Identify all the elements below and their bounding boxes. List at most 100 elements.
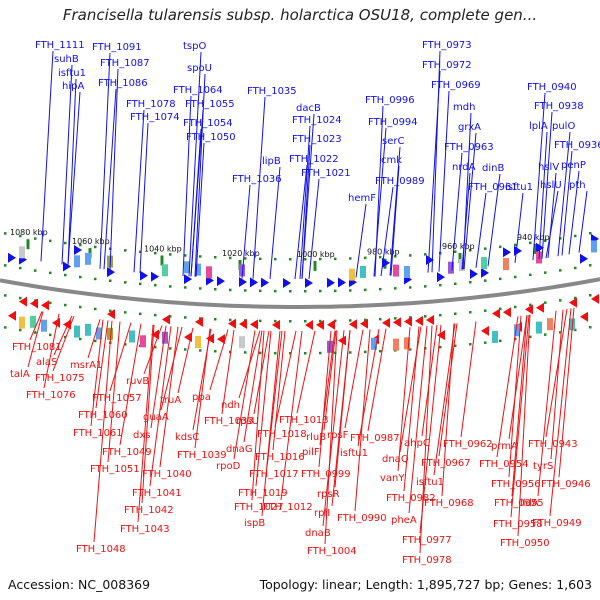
forward-gene-arrow[interactable] bbox=[305, 277, 313, 288]
reverse-gene-label[interactable]: prmA bbox=[491, 441, 518, 452]
forward-gene-label[interactable]: FTH_0940 bbox=[527, 82, 577, 93]
reverse-gene-arrow[interactable] bbox=[536, 302, 544, 313]
reverse-gene-arrow[interactable] bbox=[41, 300, 49, 311]
forward-gene-label[interactable]: FTH_0936 bbox=[554, 140, 600, 151]
forward-gene-label[interactable]: dinB bbox=[482, 163, 504, 174]
reverse-gene-label[interactable]: FTH_0982 bbox=[386, 493, 436, 504]
forward-gene-label[interactable]: nrdA bbox=[452, 162, 476, 173]
reverse-gene-arrow[interactable] bbox=[107, 309, 115, 320]
reverse-gene-label[interactable]: FTH_0967 bbox=[421, 458, 471, 469]
reverse-gene-label[interactable]: FTH_1081 bbox=[12, 342, 62, 353]
forward-gene-label[interactable]: FTH_0989 bbox=[375, 176, 425, 187]
reverse-gene-label[interactable]: rpsU bbox=[236, 416, 259, 427]
reverse-gene-arrow[interactable] bbox=[239, 318, 247, 329]
forward-gene-arrow[interactable] bbox=[217, 276, 225, 287]
reverse-gene-arrow[interactable] bbox=[250, 319, 258, 330]
reverse-gene-label[interactable]: tyrS bbox=[533, 461, 553, 472]
reverse-gene-arrow[interactable] bbox=[349, 319, 357, 330]
reverse-gene-label[interactable]: FTH_1049 bbox=[102, 447, 152, 458]
forward-gene-label[interactable]: FTH_1111 bbox=[35, 40, 85, 51]
forward-gene-arrow[interactable] bbox=[470, 268, 478, 279]
forward-gene-label[interactable]: FTH_1035 bbox=[247, 86, 297, 97]
reverse-gene-label[interactable]: FTH_1057 bbox=[92, 393, 142, 404]
reverse-gene-label[interactable]: ppa bbox=[192, 392, 211, 403]
reverse-gene-arrow[interactable] bbox=[228, 318, 236, 329]
forward-gene-label[interactable]: FTH_1078 bbox=[126, 99, 176, 110]
reverse-gene-arrow[interactable] bbox=[19, 296, 27, 307]
reverse-gene-label[interactable]: FTH_1033 bbox=[204, 416, 254, 427]
reverse-gene-arrow[interactable] bbox=[580, 311, 588, 322]
reverse-gene-label[interactable]: FTH_0978 bbox=[402, 555, 452, 566]
reverse-gene-label[interactable]: FTH_1027 bbox=[234, 502, 284, 513]
reverse-gene-arrow[interactable] bbox=[393, 317, 401, 328]
forward-gene-label[interactable]: FTH_1023 bbox=[292, 134, 342, 145]
forward-gene-arrow[interactable] bbox=[283, 277, 291, 288]
forward-gene-label[interactable]: FTH_1021 bbox=[301, 168, 351, 179]
reverse-gene-arrow[interactable] bbox=[382, 317, 390, 328]
reverse-gene-arrow[interactable] bbox=[272, 319, 280, 330]
reverse-gene-arrow[interactable] bbox=[569, 297, 577, 308]
forward-gene-label[interactable]: hslU bbox=[540, 180, 562, 191]
reverse-gene-label[interactable]: FTH_0987 bbox=[350, 433, 400, 444]
forward-gene-label[interactable]: dacB bbox=[296, 103, 321, 114]
forward-gene-label[interactable]: hipA bbox=[62, 81, 84, 92]
reverse-gene-arrow[interactable] bbox=[415, 315, 423, 326]
forward-gene-label[interactable]: FTH_0996 bbox=[365, 95, 415, 106]
reverse-gene-label[interactable]: FTH_1039 bbox=[177, 450, 227, 461]
forward-gene-label[interactable]: FTH_0961 bbox=[468, 182, 518, 193]
reverse-gene-label[interactable]: rpoD bbox=[216, 461, 241, 472]
reverse-gene-label[interactable]: isftu1 bbox=[340, 448, 368, 459]
reverse-gene-label[interactable]: FTH_1004 bbox=[307, 546, 357, 557]
forward-gene-label[interactable]: isftu1 bbox=[58, 68, 86, 79]
forward-gene-arrow[interactable] bbox=[338, 277, 346, 288]
reverse-gene-arrow[interactable] bbox=[481, 325, 489, 336]
reverse-gene-label[interactable]: guaA bbox=[143, 412, 169, 423]
reverse-gene-label[interactable]: ispB bbox=[244, 518, 265, 529]
reverse-gene-label[interactable]: vanY bbox=[380, 473, 405, 484]
reverse-gene-label[interactable]: FTH_1061 bbox=[73, 428, 123, 439]
reverse-gene-arrow[interactable] bbox=[206, 333, 214, 344]
forward-gene-label[interactable]: tspO bbox=[183, 41, 206, 52]
forward-gene-arrow[interactable] bbox=[63, 261, 71, 272]
reverse-gene-arrow[interactable] bbox=[360, 318, 368, 329]
reverse-gene-label[interactable]: rluB bbox=[306, 432, 326, 443]
reverse-gene-label[interactable]: dnaG bbox=[226, 444, 253, 455]
reverse-gene-label[interactable]: alaS bbox=[36, 357, 57, 368]
reverse-gene-label[interactable]: FTH_0958 bbox=[493, 519, 543, 530]
reverse-gene-label[interactable]: rpsF bbox=[327, 430, 349, 441]
forward-gene-arrow[interactable] bbox=[74, 245, 82, 256]
reverse-gene-arrow[interactable] bbox=[437, 330, 445, 341]
forward-gene-label[interactable]: lipB bbox=[262, 156, 281, 167]
reverse-gene-label[interactable]: FTH_0990 bbox=[337, 513, 387, 524]
reverse-gene-label[interactable]: FTH_1075 bbox=[35, 373, 85, 384]
reverse-gene-label[interactable]: dnaB bbox=[305, 528, 331, 539]
reverse-gene-label[interactable]: ndh bbox=[221, 400, 240, 411]
reverse-gene-label[interactable]: rplI bbox=[314, 508, 330, 519]
reverse-gene-label[interactable]: FTH_1012 bbox=[263, 502, 313, 513]
reverse-gene-label[interactable]: FTH_0943 bbox=[528, 439, 578, 450]
reverse-gene-label[interactable]: ahpC bbox=[404, 438, 430, 449]
reverse-gene-label[interactable]: FTH_1019 bbox=[238, 488, 288, 499]
reverse-gene-label[interactable]: lldA bbox=[520, 498, 539, 509]
reverse-gene-arrow[interactable] bbox=[591, 293, 599, 304]
forward-gene-label[interactable]: pulO bbox=[552, 121, 575, 132]
reverse-gene-label[interactable]: talA bbox=[10, 369, 30, 380]
forward-gene-label[interactable]: lplA bbox=[529, 121, 548, 132]
reverse-gene-arrow[interactable] bbox=[404, 316, 412, 327]
forward-gene-label[interactable]: hemF bbox=[348, 193, 376, 204]
reverse-gene-label[interactable]: FTH_1042 bbox=[124, 505, 174, 516]
forward-gene-label[interactable]: isftu1 bbox=[505, 182, 533, 193]
forward-gene-label[interactable]: FTH_0972 bbox=[422, 60, 472, 71]
reverse-gene-label[interactable]: FTH_0955 bbox=[494, 498, 544, 509]
reverse-gene-label[interactable]: dxs bbox=[133, 430, 150, 441]
reverse-gene-arrow[interactable] bbox=[492, 308, 500, 319]
reverse-gene-label[interactable]: FTH_1016 bbox=[255, 452, 305, 463]
forward-gene-arrow[interactable] bbox=[426, 255, 434, 266]
forward-gene-arrow[interactable] bbox=[382, 257, 390, 268]
forward-gene-label[interactable]: FTH_1036 bbox=[232, 174, 282, 185]
reverse-gene-label[interactable]: ruvB bbox=[126, 376, 149, 387]
forward-gene-arrow[interactable] bbox=[140, 270, 148, 281]
reverse-gene-label[interactable]: FTH_0950 bbox=[500, 538, 550, 549]
forward-gene-arrow[interactable] bbox=[151, 271, 159, 282]
